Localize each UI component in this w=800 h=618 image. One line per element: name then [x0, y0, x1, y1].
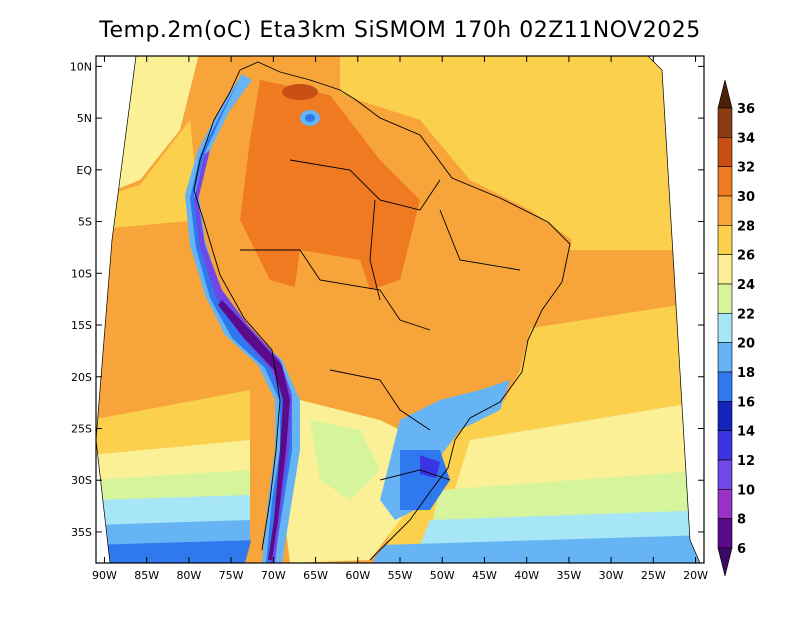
- domain-edge: [96, 56, 701, 563]
- lon-tick-label: 85W: [134, 569, 159, 582]
- lat-tick-label: 5N: [77, 112, 92, 125]
- llanos-hot-spot: [282, 84, 318, 100]
- map-field: [96, 56, 701, 563]
- colorbar-label: 8: [737, 513, 746, 528]
- lon-tick-label: 60W: [345, 569, 370, 582]
- map-title: Temp.2m(oC) Eta3km SiSMOM 170h 02Z11NOV2…: [99, 18, 701, 43]
- colorbar-label: 6: [737, 542, 746, 557]
- colorbar-label: 16: [737, 395, 755, 410]
- colorbar-swatch: [717, 371, 733, 402]
- colorbar-label: 10: [737, 483, 755, 498]
- pampas-cool: [310, 420, 380, 500]
- lon-tick-label: 45W: [472, 569, 497, 582]
- lat-tick-label: 30S: [71, 474, 92, 487]
- border-interior-1: [369, 199, 381, 301]
- south-brazil-highland: [420, 455, 440, 478]
- lon-tick-label: 50W: [430, 569, 455, 582]
- lon-tick-label: 70W: [261, 569, 286, 582]
- pacific-coastline: [193, 69, 281, 551]
- lon-tick-label: 65W: [303, 569, 328, 582]
- colorbar-swatch: [717, 137, 733, 167]
- pacific-equator-band: [96, 120, 200, 230]
- colorbar-label: 20: [737, 337, 755, 352]
- political-borders: [193, 61, 571, 561]
- lat-tick-label: 10S: [71, 267, 92, 280]
- colorbar-swatch: [717, 313, 733, 343]
- lon-tick-label: 90W: [92, 569, 117, 582]
- latitude-ticks: 10N 5N EQ 5S 10S 15S 20S 25S 30S 35S: [70, 60, 704, 539]
- altiplano-cold: [218, 300, 290, 560]
- atlantic-coastline: [239, 61, 571, 561]
- colorbar: 36 34 32 30 28 26 24 22 20 18 16 14 12 10 8 6: [717, 79, 755, 577]
- lon-tick-label: 25W: [641, 569, 666, 582]
- colorbar-swatch: [717, 401, 733, 431]
- lat-tick-label: 25S: [71, 422, 92, 435]
- lon-tick-label: 40W: [514, 569, 539, 582]
- colorbar-swatch: [717, 342, 733, 373]
- lon-tick-label: 30W: [599, 569, 624, 582]
- lat-tick-label: 5S: [78, 216, 92, 229]
- colorbar-swatch: [717, 489, 733, 519]
- colorbar-label: 28: [737, 219, 755, 234]
- lat-tick-label: 20S: [71, 371, 92, 384]
- colorbar-swatch: [717, 459, 733, 490]
- colorbar-label: 12: [737, 454, 755, 469]
- lon-tick-label: 55W: [388, 569, 413, 582]
- colorbar-swatch: [717, 195, 733, 226]
- colorbar-label: 24: [737, 278, 755, 293]
- lat-tick-label: 10N: [70, 60, 92, 73]
- andes-outer: [185, 74, 300, 563]
- colorbar-top-arrow: [717, 79, 733, 109]
- amazon-hot-zone: [240, 80, 420, 300]
- colorbar-bottom-arrow: [717, 547, 733, 577]
- border-south: [329, 369, 431, 431]
- tepui-cold-spot: [305, 114, 315, 122]
- border-interior-2: [439, 209, 521, 271]
- lon-tick-label: 75W: [219, 569, 244, 582]
- colorbar-label: 32: [737, 161, 755, 176]
- colorbar-label: 22: [737, 307, 755, 322]
- colorbar-label: 26: [737, 249, 755, 264]
- lon-tick-label: 80W: [176, 569, 201, 582]
- colorbar-label: 30: [737, 190, 755, 205]
- pacific-south-band-6: [96, 540, 260, 563]
- colorbar-swatch: [717, 430, 733, 461]
- colorbar-label: 36: [737, 102, 755, 117]
- lat-tick-label: 35S: [71, 526, 92, 539]
- colorbar-swatch: [717, 254, 733, 285]
- central-west-zone: [290, 250, 380, 360]
- colorbar-swatch: [717, 518, 733, 549]
- longitude-ticks: 90W 85W 80W 75W 70W 65W 60W 55W 50W 45W 40W 35W 30W 2…: [92, 56, 708, 582]
- colorbar-swatch: [717, 166, 733, 197]
- lon-tick-label: 35W: [556, 569, 581, 582]
- south-atlantic-band-5: [370, 535, 700, 563]
- colorbar-swatch: [717, 107, 733, 138]
- colorbar-swatch: [717, 225, 733, 255]
- lat-tick-label: EQ: [76, 164, 92, 177]
- colorbar-swatch: [717, 283, 733, 314]
- colorbar-label: 14: [737, 425, 755, 440]
- lat-tick-label: 15S: [71, 319, 92, 332]
- colorbar-label: 34: [737, 131, 755, 146]
- border-central: [240, 249, 431, 331]
- border-north: [289, 159, 441, 211]
- colorbar-label: 18: [737, 366, 755, 381]
- lon-tick-label: 20W: [683, 569, 708, 582]
- border-interior-3: [379, 469, 451, 481]
